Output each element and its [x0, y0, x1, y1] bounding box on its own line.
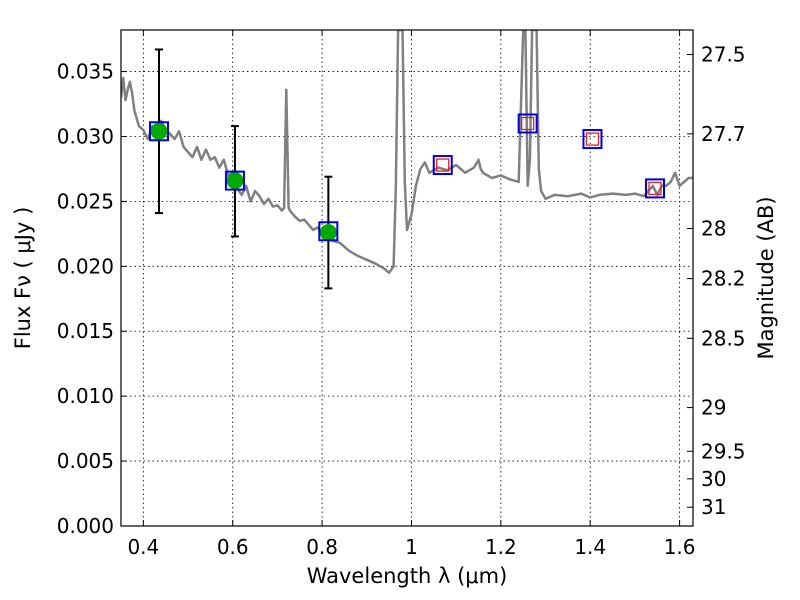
observed-flux-point	[226, 172, 244, 190]
x-tick-label: 1.2	[485, 535, 517, 559]
magnitude-tick-label: 27.5	[701, 43, 746, 67]
predicted-photometry-square	[521, 116, 535, 131]
magnitude-tick-label: 31	[701, 495, 726, 519]
y-tick-label: 0.010	[57, 384, 114, 408]
model-photometry-square	[582, 129, 603, 150]
x-tick-label: 1	[405, 535, 418, 559]
plot-area	[121, 30, 693, 275]
x-tick-label: 0.6	[217, 535, 249, 559]
magnitude-tick-label: 28.2	[701, 267, 746, 291]
y-tick-label: 0.030	[57, 124, 114, 148]
plot-frame	[120, 29, 694, 527]
magnitude-tick-label: 29.5	[701, 439, 746, 463]
x-tick-label: 1.6	[664, 535, 696, 559]
observed-flux-point	[150, 122, 168, 140]
x-tick-label: 1.4	[574, 535, 606, 559]
magnitude-tick-label: 29	[701, 396, 726, 420]
y-tick-label: 0.005	[57, 449, 114, 473]
grid	[121, 30, 693, 526]
axis-ticks: 0.4 0.6 0.8 1 1.2 1.4 1.6 0.000 0.005 0.010 0.015 0…	[57, 30, 746, 559]
model-photometry-square	[645, 178, 666, 199]
model-photometry-square	[432, 155, 453, 176]
predicted-photometry-square	[585, 132, 600, 146]
model-photometry-square	[148, 121, 169, 142]
magnitude-axis-label: Magnitude (AB)	[754, 196, 778, 359]
markers	[148, 48, 666, 290]
magnitude-tick-label: 28.5	[701, 326, 746, 350]
model-photometry-square	[517, 113, 538, 134]
x-tick-label: 0.4	[127, 535, 159, 559]
model-spectrum-line	[121, 30, 693, 275]
magnitude-tick-label: 28	[701, 217, 726, 241]
x-axis-label: Wavelength λ (μm)	[307, 564, 508, 588]
y-tick-label: 0.000	[57, 514, 114, 538]
magnitude-tick-label: 27.7	[701, 122, 746, 146]
y-tick-label: 0.035	[57, 60, 114, 84]
y-tick-label: 0.025	[57, 189, 114, 213]
predicted-photometry-square	[436, 158, 450, 172]
y-tick-label: 0.015	[57, 319, 114, 343]
model-photometry-square	[224, 170, 245, 191]
x-tick-label: 0.8	[306, 535, 338, 559]
observed-flux-point	[319, 224, 337, 242]
y-tick-label: 0.020	[57, 254, 114, 278]
magnitude-tick-label: 30	[701, 467, 726, 491]
y-axis-label: Flux Fν ( μJy )	[11, 207, 35, 350]
model-photometry-square	[318, 221, 339, 242]
predicted-photometry-square	[648, 181, 662, 196]
